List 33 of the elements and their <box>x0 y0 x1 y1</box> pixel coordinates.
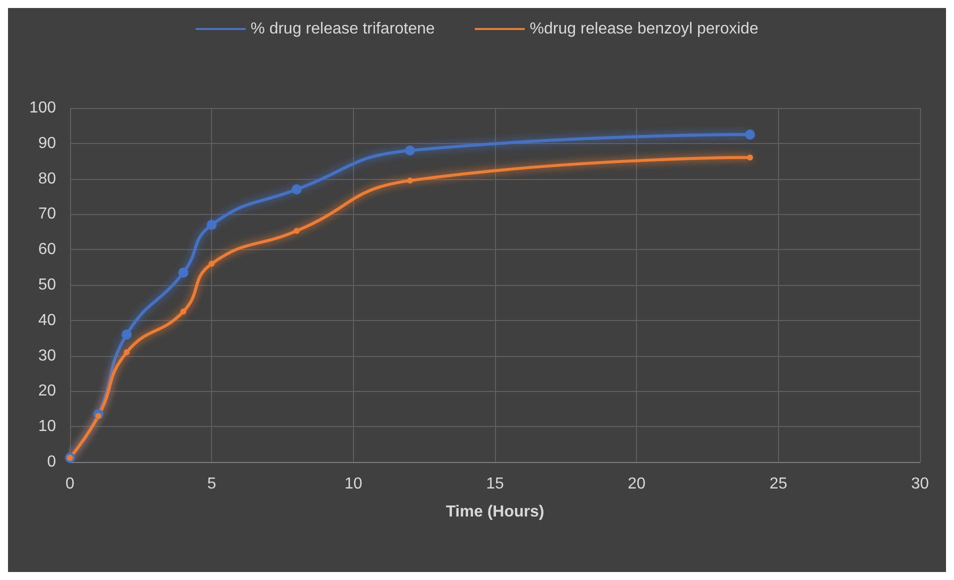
y-tick-label: 40 <box>38 312 56 329</box>
y-tick-label: 30 <box>38 347 56 364</box>
y-tick-label: 100 <box>29 100 56 116</box>
x-tick-label: 15 <box>486 476 504 492</box>
point <box>407 178 413 184</box>
y-tick-label: 10 <box>38 418 56 436</box>
y-tick-label: 80 <box>38 170 56 188</box>
x-tick-label: 25 <box>769 476 788 492</box>
point <box>294 228 300 234</box>
point <box>747 154 753 161</box>
point <box>122 330 132 340</box>
x-tick-label: 30 <box>911 476 929 492</box>
x-tick-label: 5 <box>207 476 216 492</box>
x-axis-title: Time (Hours) <box>446 504 544 520</box>
point <box>292 184 302 194</box>
x-tick-label: 0 <box>66 476 75 492</box>
point <box>405 145 415 156</box>
point <box>180 308 186 315</box>
y-tick-label: 0 <box>47 454 56 470</box>
point <box>208 260 215 267</box>
x-tick-label: 10 <box>344 476 362 492</box>
point <box>745 130 755 140</box>
y-tick-label: 70 <box>38 206 56 223</box>
x-tick-label: 20 <box>628 476 646 492</box>
legend-label: %drug release benzoyl peroxide <box>530 20 758 38</box>
y-tick-label: 20 <box>38 382 56 400</box>
y-tick-label: 50 <box>38 276 56 294</box>
y-tick-label: 90 <box>38 134 56 152</box>
point <box>124 349 130 356</box>
point <box>206 220 217 230</box>
y-tick-label: 60 <box>38 241 56 258</box>
point <box>178 268 188 278</box>
legend-label: % drug release trifarotene <box>250 20 435 38</box>
